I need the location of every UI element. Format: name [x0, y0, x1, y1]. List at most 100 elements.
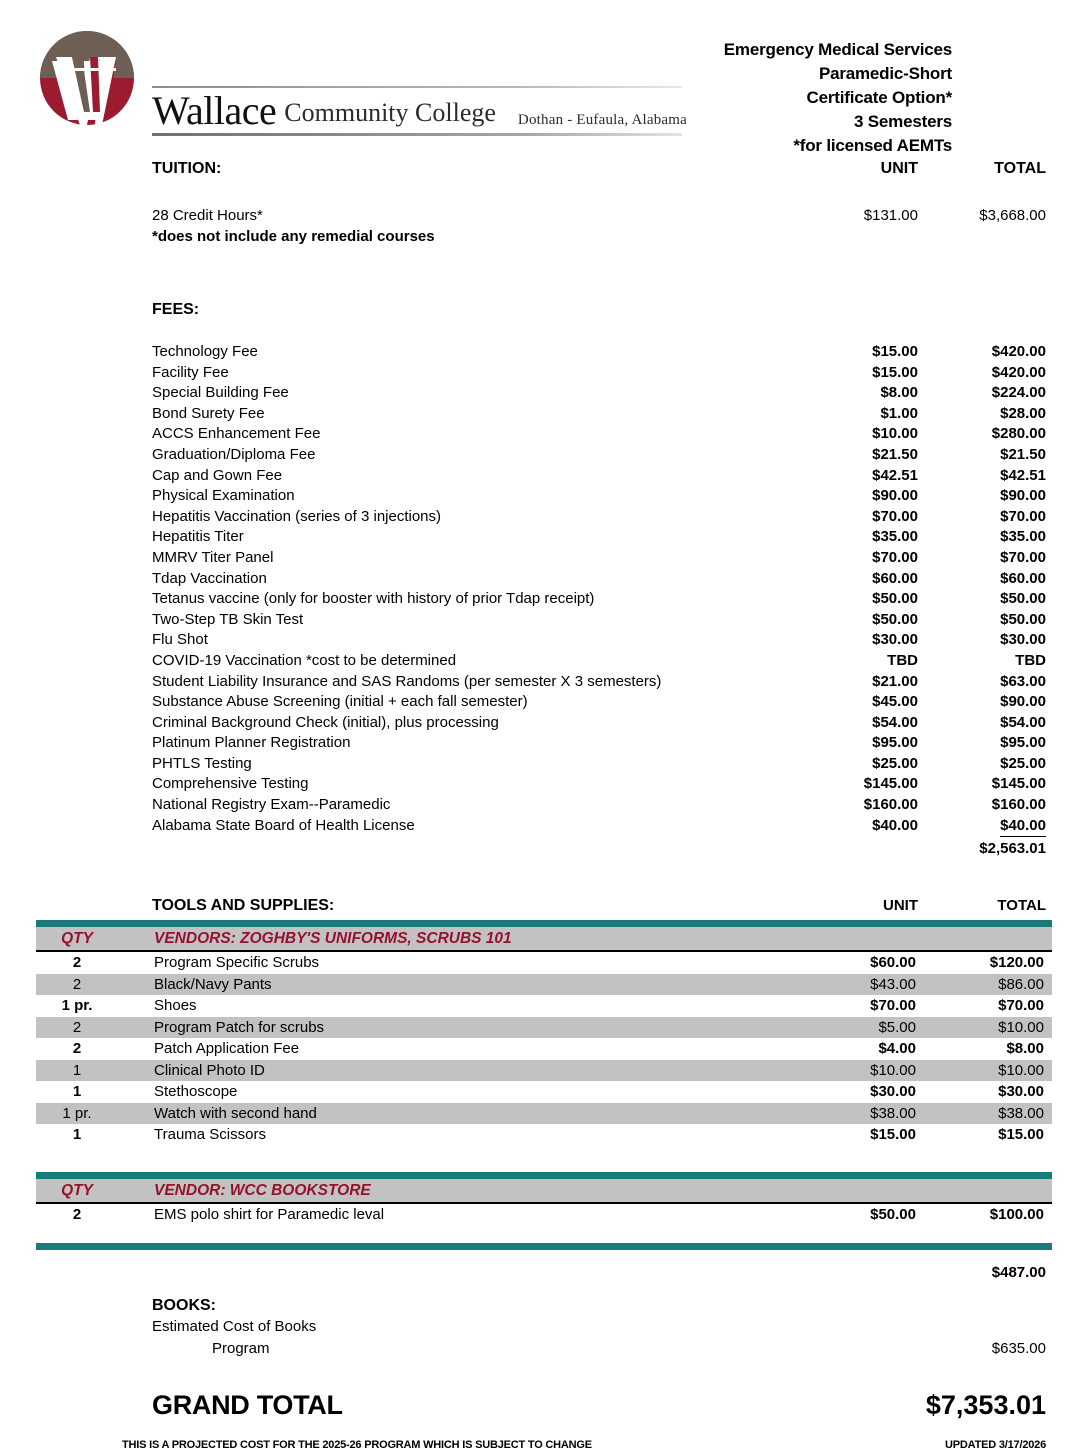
fee-unit-amount: $50.00	[872, 610, 918, 628]
supply-description: Watch with second hand	[154, 1104, 317, 1122]
fee-unit-amount: $1.00	[880, 404, 918, 422]
title-line-4: 3 Semesters	[854, 112, 952, 131]
title-line-2: Paramedic-Short	[818, 64, 952, 83]
teal-divider-bottom	[36, 1243, 1052, 1251]
fee-total-amount: $224.00	[991, 384, 1046, 402]
fee-total-amount: $42.51	[1000, 466, 1046, 484]
vendor-2-label: VENDOR: WCC BOOKSTORE	[154, 1181, 371, 1199]
supplies-subtotal-row: $487.00	[34, 1262, 1054, 1283]
teal-divider-middle	[36, 1171, 1052, 1179]
footer-disclaimer: THIS IS A PROJECTED COST FOR THE 2025-26…	[122, 1439, 592, 1451]
title-line-5: *for licensed AEMTs	[793, 136, 952, 155]
books-estimated-cost-label: Estimated Cost of Books	[152, 1318, 317, 1336]
document-header: Wallace Community College Dothan - Eufau…	[0, 0, 1088, 155]
fee-row: Physical Examination $90.00 $90.00	[34, 486, 1054, 507]
fee-row: Graduation/Diploma Fee $21.50 $21.50	[34, 445, 1054, 466]
supply-description: Patch Application Fee	[154, 1040, 300, 1058]
vendor-group-1-header: QTY VENDORS: ZOGHBY'S UNIFORMS, SCRUBS 1…	[36, 927, 1052, 953]
tuition-note: *does not include any remedial courses	[152, 228, 435, 245]
vendor-group-2-header: QTY VENDOR: WCC BOOKSTORE	[36, 1178, 1052, 1204]
footer-updated-date: UPDATED 3/17/2026	[945, 1439, 1046, 1451]
fee-row: Substance Abuse Screening (initial + eac…	[34, 692, 1054, 713]
supply-unit-amount: $5.00	[878, 1018, 916, 1036]
fee-row: Bond Surety Fee $1.00 $28.00	[34, 404, 1054, 425]
books-heading: BOOKS:	[152, 1297, 216, 1315]
supply-total-amount: $120.00	[989, 954, 1044, 972]
fee-total-amount: $145.00	[991, 775, 1046, 793]
fee-description: Alabama State Board of Health License	[152, 816, 415, 834]
fee-total-amount: $160.00	[991, 796, 1046, 814]
supply-row: 1 Stethoscope $30.00 $30.00	[36, 1081, 1052, 1103]
fee-description: Two-Step TB Skin Test	[152, 610, 304, 628]
tuition-line-total: $3,668.00	[979, 207, 1046, 224]
fees-section: FEES: Technology Fee $15.00 $420.00 Facilit…	[34, 299, 1054, 859]
teal-divider-top	[36, 920, 1052, 928]
fee-unit-amount: $50.00	[872, 590, 918, 608]
fee-description: PHTLS Testing	[152, 754, 252, 772]
fee-row: Criminal Background Check (initial), plu…	[34, 713, 1054, 734]
fee-total-amount: $63.00	[1000, 672, 1046, 690]
fee-unit-amount: $70.00	[872, 507, 918, 525]
fee-description: Physical Examination	[152, 487, 295, 505]
grand-total-row: GRAND TOTAL $7,353.01	[34, 1390, 1054, 1421]
fee-unit-amount: $8.00	[880, 384, 918, 402]
fee-row: Tetanus vaccine (only for booster with h…	[34, 589, 1054, 610]
fee-unit-amount: $95.00	[872, 734, 918, 752]
fee-description: Special Building Fee	[152, 384, 289, 402]
fee-total-amount: $40.00	[918, 816, 1054, 838]
fee-row: Cap and Gown Fee $42.51 $42.51	[34, 466, 1054, 487]
tuition-unit-header: UNIT	[880, 160, 918, 177]
fee-total-amount: $420.00	[991, 363, 1046, 381]
fee-unit-amount: $35.00	[872, 528, 918, 546]
wordmark-secondary: Community College	[284, 98, 496, 127]
fee-total-amount-underlined: $40.00	[1000, 816, 1046, 838]
tuition-note-row: *does not include any remedial courses	[34, 226, 1054, 247]
vendor-group-1-items: 2 Program Specific Scrubs $60.00 $120.00 2 Bl…	[34, 952, 1054, 1146]
supply-row: 2 Program Patch for scrubs $5.00 $10.00	[36, 1016, 1052, 1039]
tools-and-supplies-section: TOOLS AND SUPPLIES: UNIT TOTAL QTY VENDO…	[34, 895, 1054, 1283]
supply-total-amount: $8.00	[1006, 1040, 1044, 1058]
fee-unit-amount: $25.00	[872, 754, 918, 772]
supply-description: Black/Navy Pants	[154, 975, 272, 993]
vendor-1-label: VENDORS: ZOGHBY'S UNIFORMS, SCRUBS 101	[154, 930, 512, 948]
supply-total-amount: $15.00	[998, 1126, 1044, 1144]
fee-unit-amount: $45.00	[872, 693, 918, 711]
vendor-group-2-items: 2 EMS polo shirt for Paramedic leval $50.0…	[34, 1204, 1054, 1226]
supply-qty: 1	[72, 1083, 82, 1101]
wordmark-rule-top	[152, 86, 682, 88]
supply-qty: 2	[72, 1040, 82, 1058]
fee-total-amount: TBD	[1015, 651, 1046, 669]
fee-total-amount: $50.00	[1000, 610, 1046, 628]
vendor-group-gap	[34, 1146, 1054, 1172]
fee-row: Student Liability Insurance and SAS Rand…	[34, 672, 1054, 693]
fee-total-amount: $60.00	[1000, 569, 1046, 587]
supply-unit-amount: $70.00	[870, 997, 916, 1015]
fee-row: Platinum Planner Registration $95.00 $95.0…	[34, 733, 1054, 754]
fee-row: Comprehensive Testing $145.00 $145.00	[34, 774, 1054, 795]
supply-total-amount: $70.00	[998, 997, 1044, 1015]
supply-description: Stethoscope	[154, 1083, 238, 1101]
fee-unit-amount: $10.00	[872, 425, 918, 443]
supply-unit-amount: $60.00	[870, 954, 916, 972]
fee-unit-amount: $54.00	[872, 713, 918, 731]
document-title: Emergency Medical Services Paramedic-Sho…	[724, 38, 952, 158]
fee-description: Hepatitis Titer	[152, 528, 244, 546]
fee-row: Tdap Vaccination $60.00 $60.00	[34, 569, 1054, 590]
fee-total-amount: $280.00	[991, 425, 1046, 443]
vendor-1-qty-label: QTY	[61, 930, 93, 948]
tools-heading: TOOLS AND SUPPLIES:	[152, 897, 335, 915]
fee-description: Criminal Background Check (initial), plu…	[152, 713, 499, 731]
supply-qty: 1 pr.	[62, 1104, 92, 1122]
title-line-1: Emergency Medical Services	[723, 40, 952, 59]
fee-description: National Registry Exam--Paramedic	[152, 796, 391, 814]
fee-description: MMRV Titer Panel	[152, 548, 274, 566]
supply-unit-amount: $43.00	[870, 975, 916, 993]
fee-unit-amount: $90.00	[872, 487, 918, 505]
fees-header-row: FEES:	[34, 299, 1054, 320]
fee-total-amount: $35.00	[1000, 528, 1046, 546]
supply-total-amount: $100.00	[989, 1205, 1044, 1223]
fee-description: Bond Surety Fee	[152, 404, 265, 422]
wallace-wordmark: Wallace Community College Dothan - Eufau…	[152, 86, 687, 136]
tools-unit-header: UNIT	[883, 897, 918, 915]
